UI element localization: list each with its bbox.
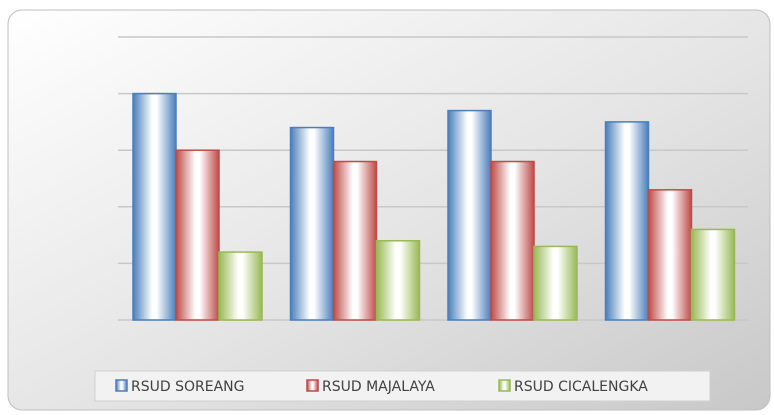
bar bbox=[533, 245, 578, 321]
bar bbox=[490, 160, 535, 321]
bar bbox=[647, 189, 693, 321]
legend-label: RSUD MAJALAYA bbox=[322, 379, 435, 395]
bar bbox=[604, 121, 650, 321]
bar bbox=[375, 240, 421, 321]
legend-box bbox=[94, 370, 711, 402]
bar bbox=[289, 126, 335, 321]
bar bbox=[332, 160, 378, 321]
legend-label: RSUD CICALENGKA bbox=[514, 379, 648, 395]
legend-swatch bbox=[115, 379, 128, 392]
legend-swatch bbox=[306, 379, 319, 392]
bar bbox=[218, 251, 263, 321]
bar bbox=[132, 92, 177, 321]
bar bbox=[690, 228, 736, 321]
bar bbox=[175, 149, 220, 321]
bar bbox=[447, 109, 492, 321]
legend-swatch bbox=[498, 379, 511, 392]
legend-label: RSUD SOREANG bbox=[131, 379, 244, 395]
